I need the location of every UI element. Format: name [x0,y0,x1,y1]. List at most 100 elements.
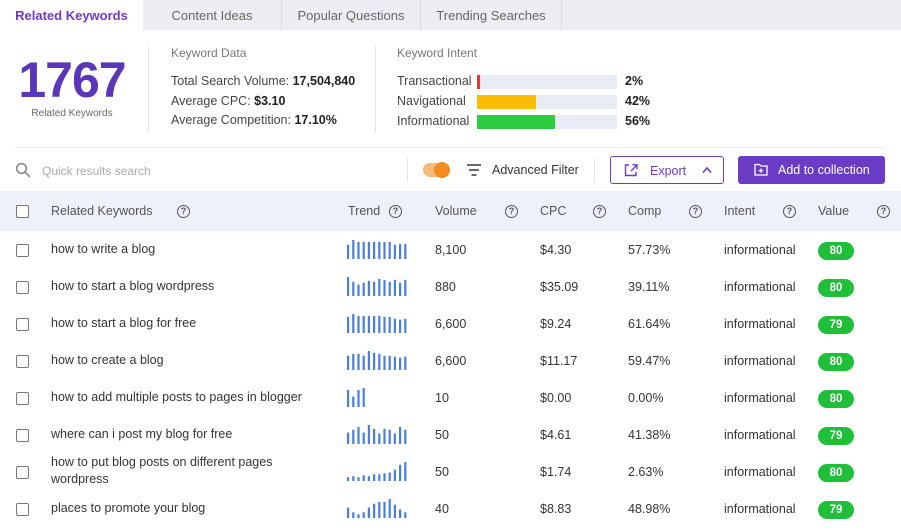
row-checkbox[interactable] [16,392,29,405]
row-checkbox[interactable] [16,503,29,516]
table-row: how to put blog posts on different pages… [0,453,901,490]
export-button[interactable]: Export [610,156,724,184]
trend-bar [393,504,396,518]
row-checkbox[interactable] [16,466,29,479]
intent-fill-transactional [477,75,480,89]
trend-bar [367,241,370,259]
trend-bar [347,316,350,333]
help-icon[interactable]: ? [389,205,402,218]
trend-bar [388,499,391,518]
trend-bar [357,426,360,444]
trend-bar [357,315,360,333]
value-badge: 80 [818,353,854,371]
header-keyword[interactable]: Related Keywords [51,204,153,218]
header-intent[interactable]: Intent [724,204,756,218]
trend-bar [399,357,402,370]
divider [375,46,376,132]
trend-bar [357,353,360,370]
value-badge: 80 [818,464,854,482]
filter-toggle[interactable] [423,162,450,178]
row-checkbox[interactable] [16,281,29,294]
tab-trending-searches[interactable]: Trending Searches [421,0,562,30]
help-icon[interactable]: ? [505,205,518,218]
trend-bar [404,318,407,333]
intent-cell: informational [724,502,796,516]
help-icon[interactable]: ? [177,205,190,218]
tab-bar: Related Keywords Content Ideas Popular Q… [0,0,901,30]
table-row: how to start a blog for free 6,600 $9.24… [0,305,901,342]
comp-cell: 39.11% [628,280,670,294]
header-value[interactable]: Value [818,204,850,218]
intent-fill-navigational [477,95,536,109]
trend-sparkline [347,240,407,259]
row-checkbox[interactable] [16,429,29,442]
keyword-intent-title: Keyword Intent [397,46,478,60]
trend-bar [404,279,407,296]
trend-bar [399,243,402,259]
trend-bar [362,432,365,444]
volume-cell: 6,600 [435,354,467,368]
intent-cell: informational [724,465,796,479]
volume-cell: 8,100 [435,243,467,257]
cpc-cell: $8.83 [540,502,572,516]
header-trend[interactable]: Trend [348,204,381,218]
keyword-link[interactable]: how to write a blog [51,242,156,256]
intent-bar-transactional [477,75,617,89]
trend-bar [404,356,407,370]
average-cpc-value: $3.10 [254,94,286,108]
select-all-checkbox[interactable] [16,205,29,218]
total-search-volume: Total Search Volume: 17,504,840 [171,74,355,88]
trend-bar [378,315,381,333]
average-competition-label: Average Competition: [171,113,291,127]
trend-bar [378,433,381,444]
trend-bar [367,476,370,481]
header-cpc[interactable]: CPC [540,204,567,218]
help-icon[interactable]: ? [783,205,796,218]
tab-related-keywords[interactable]: Related Keywords [0,0,143,30]
trend-bar [373,428,376,444]
keyword-link[interactable]: how to start a blog wordpress [51,279,215,293]
add-to-collection-button[interactable]: Add to collection [738,156,885,184]
quick-search-input[interactable] [42,160,382,182]
header-volume[interactable]: Volume [435,204,477,218]
trend-bar [393,356,396,370]
keyword-link[interactable]: how to start a blog for free [51,316,197,330]
divider [594,158,595,182]
trend-bar [352,281,355,296]
volume-cell: 50 [435,428,449,442]
keyword-link[interactable]: how to create a blog [51,353,164,367]
trend-bar [373,281,376,296]
help-icon[interactable]: ? [877,205,890,218]
trend-sparkline [347,462,407,481]
tab-content-ideas[interactable]: Content Ideas [143,0,282,30]
intent-cell: informational [724,428,796,442]
trend-bar [383,279,386,296]
keyword-link[interactable]: where can i post my blog for free [51,427,233,441]
intent-pct-transactional: 2% [625,74,644,88]
folder-plus-icon [754,163,768,176]
row-checkbox[interactable] [16,318,29,331]
trend-bar [352,396,355,407]
trend-bar [378,278,381,296]
help-icon[interactable]: ? [593,205,606,218]
intent-bar-informational [477,115,617,129]
row-checkbox[interactable] [16,244,29,257]
value-badge: 79 [818,316,854,334]
tab-popular-questions[interactable]: Popular Questions [282,0,421,30]
average-cpc: Average CPC: $3.10 [171,94,285,108]
help-icon[interactable]: ? [689,205,702,218]
keyword-link[interactable]: how to put blog posts on different pages… [51,455,273,486]
trend-bar [383,428,386,444]
header-comp[interactable]: Comp [628,204,662,218]
value-badge: 80 [818,279,854,297]
keyword-link[interactable]: how to add multiple posts to pages in bl… [51,390,302,404]
toggle-knob [434,162,450,178]
trend-bar [383,355,386,370]
intent-cell: informational [724,391,796,405]
trend-bar [347,355,350,370]
advanced-filter-button[interactable]: Advanced Filter [492,163,579,177]
row-checkbox[interactable] [16,355,29,368]
value-badge: 80 [818,242,854,260]
keyword-link[interactable]: places to promote your blog [51,501,206,515]
trend-bar [393,469,396,481]
